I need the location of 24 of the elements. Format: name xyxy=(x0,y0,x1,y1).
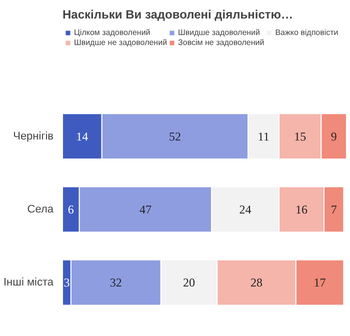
data-label: 17 xyxy=(314,276,326,290)
data-label: 11 xyxy=(258,129,270,144)
legend-label: Цілком задоволений xyxy=(74,28,150,37)
data-label: 24 xyxy=(239,202,252,216)
y-tick-label: Інші міста xyxy=(4,276,54,289)
chart-title: Наскільки Ви задоволені діяльністю… xyxy=(62,8,294,22)
data-label: 9 xyxy=(330,129,337,144)
legend-label: Важко відповісти xyxy=(275,28,338,37)
data-label: 32 xyxy=(110,276,122,290)
y-tick-label: Чернігів xyxy=(13,130,54,142)
data-label: 52 xyxy=(168,129,181,144)
data-label: 15 xyxy=(294,129,306,144)
data-label: 47 xyxy=(139,202,152,216)
data-label: 3 xyxy=(64,276,70,290)
data-label: 20 xyxy=(183,276,196,290)
data-label: 14 xyxy=(76,129,88,144)
legend-label: Швидше задоволений xyxy=(178,28,260,37)
data-label: 6 xyxy=(68,202,74,216)
data-label: 7 xyxy=(330,202,337,216)
legend-label: Зовсім не задоволений xyxy=(178,38,264,47)
data-label: 16 xyxy=(296,202,308,216)
legend-label: Швидше не задоволений xyxy=(74,38,168,47)
data-label: 28 xyxy=(250,276,263,290)
y-tick-label: Села xyxy=(27,203,54,216)
